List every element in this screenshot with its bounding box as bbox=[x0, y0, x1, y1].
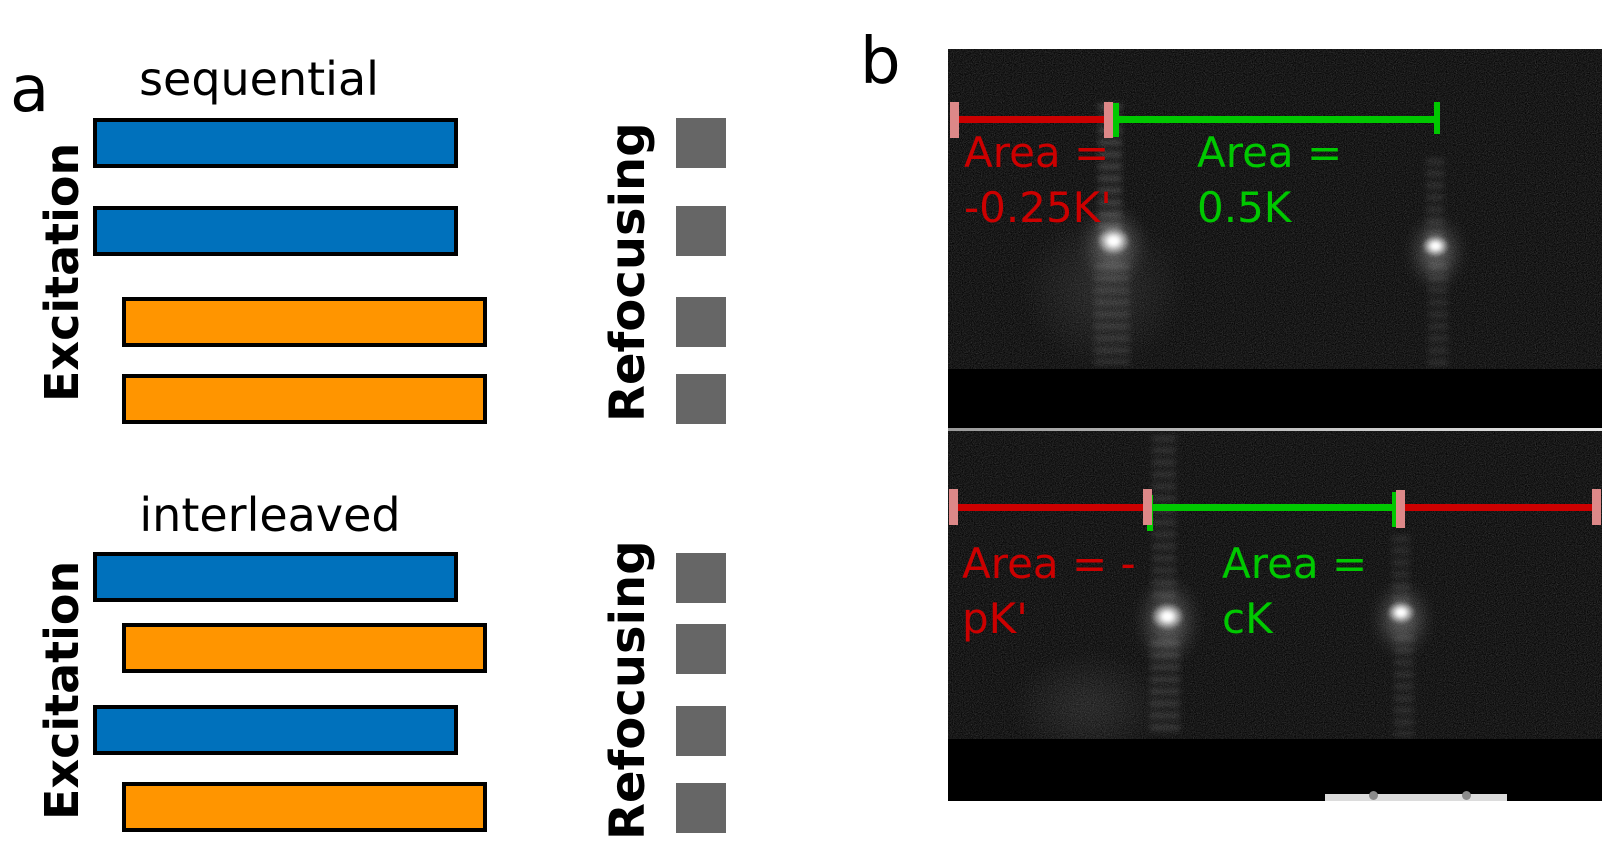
green-area-line1: Area = bbox=[1222, 539, 1368, 588]
panel-a-label: a bbox=[10, 53, 50, 127]
panel-b-label: b bbox=[860, 25, 901, 99]
signal-peak bbox=[1422, 235, 1449, 257]
scrollbar-dot bbox=[1462, 791, 1471, 800]
green-area-annotation: Area = cK bbox=[1222, 536, 1367, 646]
interleaved-refocusing-squares bbox=[676, 553, 728, 833]
refocusing-square bbox=[676, 553, 726, 603]
excitation-axis-label-bottom: Excitation bbox=[35, 560, 89, 820]
refocusing-label-bottom: Refocusing bbox=[600, 540, 656, 840]
red-area-line2: pK' bbox=[962, 594, 1028, 643]
line-end-tick bbox=[1113, 103, 1119, 137]
green-area-line1: Area = bbox=[1197, 128, 1343, 177]
sequential-refocusing-squares bbox=[676, 118, 728, 424]
scrollbar-dot bbox=[1369, 791, 1378, 800]
green-area-line2: cK bbox=[1222, 594, 1273, 643]
green-area-annotation: Area = 0.5K bbox=[1197, 125, 1342, 235]
excitation-axis-label-top: Excitation bbox=[35, 142, 89, 402]
green-area-line bbox=[1108, 116, 1438, 123]
line-end-tick bbox=[1592, 489, 1601, 525]
sequential-excitation-bars bbox=[93, 118, 493, 424]
refocusing-square bbox=[676, 118, 726, 168]
red-area-line bbox=[1399, 504, 1600, 511]
line-end-tick bbox=[1143, 489, 1152, 525]
blue-excitation-bar bbox=[93, 206, 458, 256]
line-end-tick bbox=[950, 102, 959, 138]
black-band bbox=[948, 369, 1602, 428]
orange-excitation-bar bbox=[122, 374, 487, 424]
signal-peak bbox=[1097, 227, 1130, 255]
refocusing-square bbox=[676, 206, 726, 256]
sequential-title: sequential bbox=[139, 52, 379, 106]
green-area-line bbox=[1147, 504, 1399, 511]
line-end-tick bbox=[949, 489, 958, 525]
signal-streak bbox=[1392, 536, 1410, 606]
black-band bbox=[948, 739, 1602, 801]
green-area-line2: 0.5K bbox=[1197, 183, 1292, 232]
noise-texture bbox=[948, 431, 1602, 739]
orange-excitation-bar bbox=[122, 782, 487, 832]
refocusing-square bbox=[676, 624, 726, 674]
red-area-annotation: Area = - pK' bbox=[962, 536, 1136, 646]
interleaved-title: interleaved bbox=[139, 488, 401, 542]
refocusing-label-top: Refocusing bbox=[600, 122, 656, 422]
orange-excitation-bar bbox=[122, 297, 487, 347]
signal-streak bbox=[1426, 159, 1444, 244]
blue-excitation-bar bbox=[93, 705, 458, 755]
red-area-line bbox=[950, 116, 1108, 123]
line-end-tick bbox=[1104, 102, 1113, 138]
blue-excitation-bar bbox=[93, 552, 458, 602]
orange-excitation-bar bbox=[122, 623, 487, 673]
red-area-line1: Area = bbox=[964, 128, 1110, 177]
refocusing-square bbox=[676, 297, 726, 347]
signal-streak bbox=[1150, 641, 1180, 736]
red-area-annotation: Area = -0.25K' bbox=[964, 125, 1112, 235]
line-end-tick bbox=[1434, 102, 1440, 134]
line-end-tick bbox=[1396, 490, 1405, 528]
interleaved-excitation-bars bbox=[93, 552, 493, 832]
blue-excitation-bar bbox=[93, 118, 458, 168]
refocusing-square bbox=[676, 374, 726, 424]
refocusing-square bbox=[676, 706, 726, 756]
noise-texture bbox=[948, 49, 1602, 369]
red-area-line bbox=[950, 504, 1147, 511]
signal-peak bbox=[1387, 601, 1415, 624]
kspace-image-bottom: Area = - pK' Area = cK bbox=[948, 431, 1602, 801]
scrollbar-widget[interactable] bbox=[1325, 791, 1507, 801]
signal-streak bbox=[1094, 264, 1130, 364]
kspace-image-top: Area = -0.25K' Area = 0.5K bbox=[948, 49, 1602, 428]
signal-peak bbox=[1151, 603, 1184, 630]
red-area-line2: -0.25K' bbox=[964, 183, 1112, 232]
signal-streak bbox=[1428, 264, 1448, 369]
signal-streak bbox=[1152, 436, 1176, 601]
red-area-line1: Area = - bbox=[962, 539, 1136, 588]
refocusing-square bbox=[676, 783, 726, 833]
image-separator bbox=[948, 428, 1602, 431]
signal-streak bbox=[1394, 636, 1414, 736]
line-end-tick bbox=[1392, 492, 1398, 527]
